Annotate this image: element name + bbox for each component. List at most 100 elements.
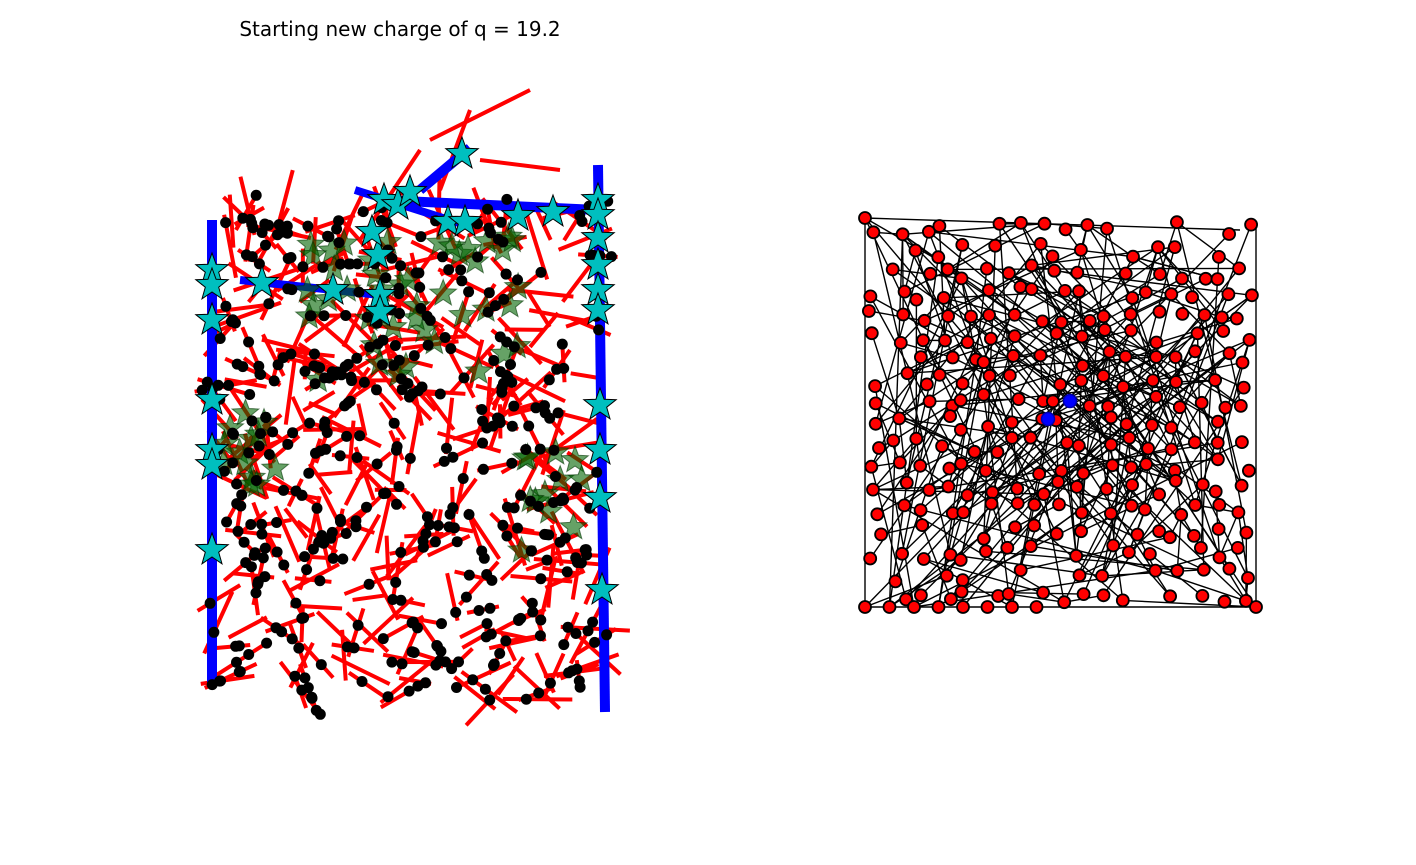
graph-node — [953, 393, 968, 408]
junction-node — [481, 569, 493, 580]
junction-node — [593, 324, 605, 336]
junction-node — [236, 489, 248, 501]
junction-node — [520, 444, 532, 455]
junction-node — [228, 428, 239, 440]
graph-node — [1118, 349, 1133, 364]
junction-node — [393, 481, 405, 492]
junction-node — [463, 569, 475, 581]
graph-edge — [880, 524, 923, 536]
graph-node — [914, 350, 928, 365]
electrode-contact-star — [584, 571, 620, 605]
junction-node — [221, 516, 233, 528]
graph-node — [1124, 498, 1139, 513]
junction-node — [429, 536, 441, 548]
graph-node — [1211, 414, 1225, 429]
junction-node — [354, 430, 366, 442]
graph-node — [1075, 329, 1089, 344]
graph-node — [895, 227, 910, 242]
junction-node — [351, 352, 363, 364]
junction-node — [488, 660, 499, 671]
graph-node — [1005, 600, 1019, 614]
wire-segment — [321, 415, 382, 449]
graph-node — [863, 289, 878, 304]
graph-node — [1104, 410, 1118, 425]
graph-node — [1190, 326, 1205, 341]
junction-node — [315, 659, 327, 671]
junction-node — [447, 502, 459, 514]
junction-node — [299, 551, 311, 563]
graph-edge — [1043, 493, 1065, 603]
graph-edge — [1125, 246, 1176, 425]
electrode-contacts-layer — [194, 135, 620, 605]
graph-edge — [898, 246, 1159, 419]
graph-edge — [947, 222, 1022, 270]
graph-node — [1023, 430, 1038, 445]
junction-node — [415, 231, 427, 243]
junction-node — [244, 389, 256, 400]
junction-node — [575, 557, 587, 569]
junction-node — [481, 422, 493, 434]
wire-segment — [352, 593, 386, 602]
graph-node — [897, 498, 912, 513]
graph-node — [954, 271, 969, 286]
wire-segment — [283, 507, 309, 539]
graph-node — [1194, 541, 1208, 555]
graph-edge — [1020, 536, 1171, 571]
graph-edge — [929, 398, 1019, 403]
graph-node — [955, 573, 970, 587]
graph-node — [1058, 222, 1073, 237]
junction-node — [249, 547, 261, 559]
wire-segment — [303, 426, 364, 432]
graph-node — [1138, 285, 1153, 300]
graph-node — [1231, 505, 1246, 520]
graph-node — [1187, 529, 1201, 543]
graph-node — [1097, 322, 1112, 337]
junction-node — [309, 378, 321, 390]
wire-segment — [283, 360, 297, 425]
graph-node — [1007, 307, 1022, 322]
graph-node — [1170, 215, 1184, 230]
graph-node — [909, 431, 924, 446]
graph-node — [1116, 379, 1130, 394]
junction-node — [361, 501, 372, 513]
graph-node — [1071, 438, 1086, 453]
graph-node — [944, 592, 958, 606]
junction-node — [301, 564, 313, 576]
junction-node — [282, 438, 294, 450]
inactive-contact-star — [447, 299, 478, 328]
junction-node — [408, 350, 420, 362]
junction-node — [350, 521, 362, 533]
junction-node — [327, 552, 339, 564]
graph-node — [909, 292, 924, 307]
graph-node — [953, 553, 968, 567]
wire-segment — [304, 213, 356, 234]
graph-edge — [1101, 379, 1216, 577]
graph-node — [955, 376, 970, 391]
junction-node — [492, 412, 503, 424]
graph-node — [1072, 568, 1087, 583]
graph-edge — [1228, 353, 1242, 407]
graph-node — [1187, 435, 1202, 450]
graph-node — [858, 211, 872, 225]
graph-node — [899, 475, 914, 490]
graph-edge — [901, 234, 904, 315]
graph-edge — [903, 250, 917, 292]
graph-edge — [943, 290, 1080, 299]
junction-node — [508, 341, 520, 353]
graph-node — [1236, 380, 1251, 395]
graph-node — [1216, 324, 1231, 338]
wire-segment — [212, 303, 265, 315]
graph-node — [1152, 487, 1166, 502]
graph-node — [1151, 240, 1165, 255]
junction-node — [319, 416, 331, 428]
graph-node — [976, 531, 991, 546]
junction-node — [450, 606, 462, 618]
graph-node — [1029, 600, 1044, 614]
graph-node — [1212, 550, 1227, 565]
junction-node — [233, 666, 245, 678]
junction-node — [231, 498, 243, 510]
graph-node — [1211, 452, 1225, 467]
graph-edge — [1176, 514, 1182, 571]
junction-node — [352, 619, 364, 631]
electrode-contact-star — [582, 386, 618, 420]
